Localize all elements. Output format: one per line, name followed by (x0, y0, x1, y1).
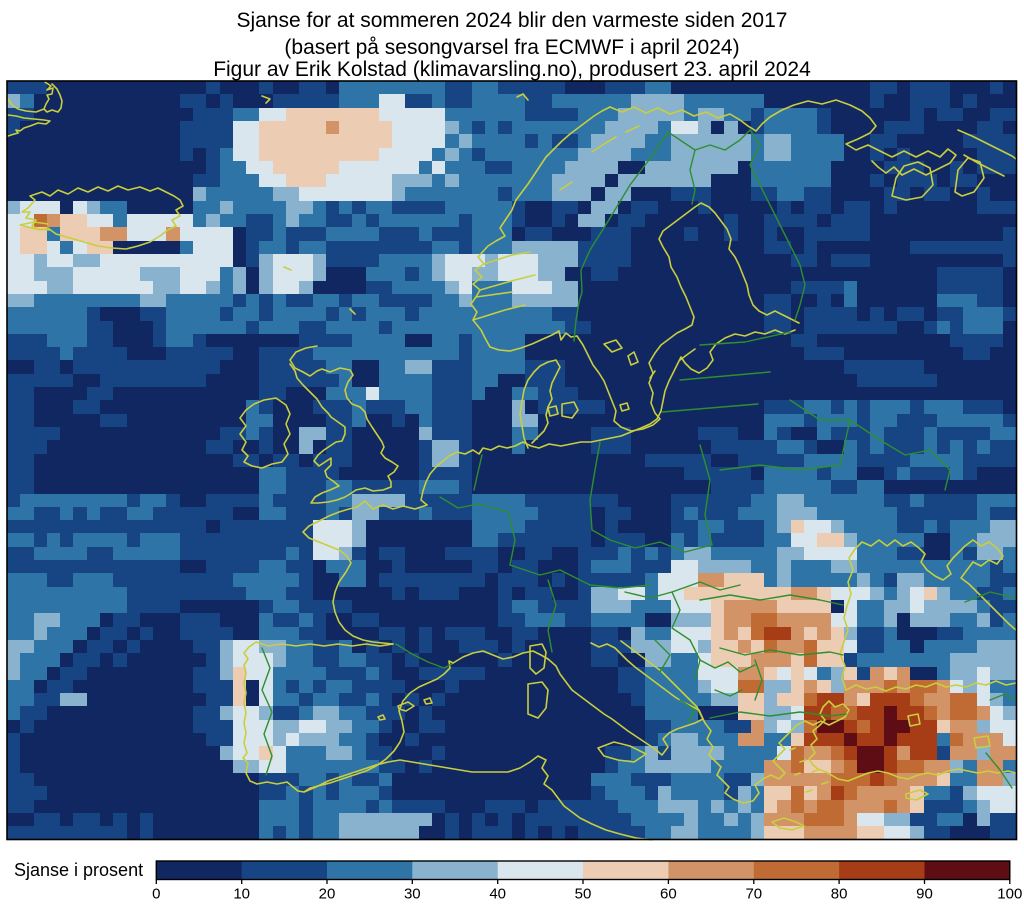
svg-text:50: 50 (575, 886, 592, 903)
svg-text:90: 90 (916, 886, 933, 903)
svg-text:40: 40 (489, 886, 506, 903)
svg-text:100: 100 (997, 886, 1022, 903)
svg-text:70: 70 (745, 886, 762, 903)
svg-text:0: 0 (152, 886, 160, 903)
svg-text:30: 30 (404, 886, 421, 903)
svg-text:60: 60 (660, 886, 677, 903)
svg-text:10: 10 (233, 886, 250, 903)
svg-text:80: 80 (831, 886, 848, 903)
svg-text:20: 20 (319, 886, 336, 903)
